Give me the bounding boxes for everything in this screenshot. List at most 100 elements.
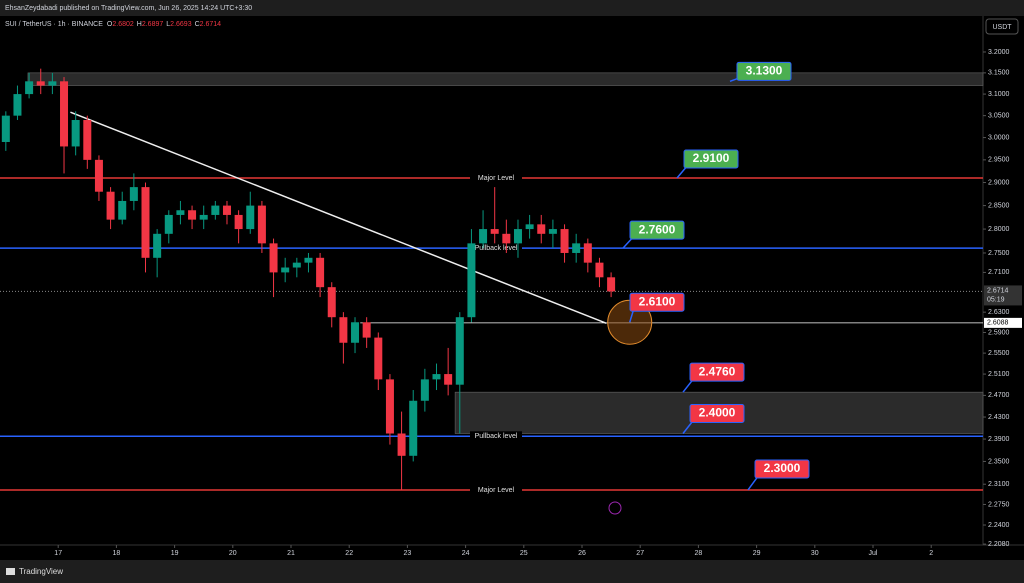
x-tick-label: Jul — [869, 550, 878, 557]
y-tick-label: 3.2000 — [988, 49, 1010, 56]
level-text-bg — [470, 431, 522, 442]
y-tick-label: 2.9500 — [988, 157, 1010, 164]
y-tick-label: 2.6300 — [988, 309, 1010, 316]
callout-label: 2.6100 — [639, 294, 676, 308]
callout-box — [629, 220, 685, 240]
candle-body — [444, 374, 453, 385]
x-tick-label: 29 — [753, 550, 761, 557]
level-text: Pullback level — [475, 245, 518, 252]
unit-button[interactable] — [985, 18, 1019, 35]
y-tick-label: 2.4300 — [988, 414, 1010, 421]
x-tick-label: 23 — [404, 550, 412, 557]
candle-body — [188, 210, 197, 220]
candle-body — [583, 243, 592, 263]
y-tick-label: 2.9000 — [988, 179, 1010, 186]
ohlc-value: 2.6693 — [170, 21, 192, 28]
candle-body — [607, 277, 616, 292]
ohlc-value: 2.6802 — [112, 21, 134, 28]
y-tick-label: 2.5500 — [988, 350, 1010, 357]
candle-body — [234, 214, 243, 230]
candle-body — [548, 229, 557, 234]
last-price-label: 2.6714 — [987, 287, 1009, 294]
x-tick-label: 28 — [695, 550, 703, 557]
level-text-bg — [470, 243, 522, 254]
callout-label: 2.4000 — [699, 406, 736, 420]
x-tick-label: 25 — [520, 550, 528, 557]
y-tick-label: 3.1000 — [988, 91, 1010, 98]
candle-body — [153, 233, 162, 258]
y-tick-label: 2.2750 — [988, 501, 1010, 508]
y-tick-label: 2.4700 — [988, 392, 1010, 399]
trendline — [70, 111, 607, 324]
plot-area: Major Level Pullback level Pullback level M… — [0, 61, 984, 495]
y-tick-label: 3.0000 — [988, 134, 1010, 141]
candle-body — [281, 267, 290, 273]
y-tick-label: 2.8000 — [988, 226, 1010, 233]
candle-body — [60, 81, 69, 147]
candle-body — [560, 229, 569, 253]
symbol: SUI / TetherUS · 1h · BINANCE — [5, 21, 103, 28]
candle-body — [432, 374, 441, 380]
publisher: EhsanZeydabadi published on TradingView.… — [5, 5, 252, 12]
logo — [6, 568, 15, 575]
y-tick-label: 2.7500 — [988, 250, 1010, 257]
candle-body — [246, 205, 255, 230]
candle-body — [48, 81, 57, 86]
brand: TradingView — [19, 567, 63, 576]
candle-body — [385, 379, 394, 434]
ohlc-label: L — [166, 21, 170, 28]
symbol-legend: SUI / TetherUS · 1h · BINANCE O2.6802 H2.6… — [5, 21, 221, 28]
marker-label: 2.6088 — [987, 320, 1009, 327]
level-text-bg — [470, 172, 522, 183]
y-tick-label: 2.2080 — [988, 541, 1010, 548]
last-price-badge — [984, 285, 1022, 306]
flash-icon[interactable] — [608, 501, 622, 515]
header-bar — [0, 0, 1024, 16]
ohlc-label: O — [107, 21, 113, 28]
callout-label: 2.9100 — [693, 151, 730, 165]
y-tick-label: 2.5900 — [988, 329, 1010, 336]
candle-body — [292, 262, 301, 268]
x-tick-label: 22 — [345, 550, 353, 557]
candle-body — [222, 205, 231, 215]
candle-body — [13, 94, 22, 116]
ohlc-value: 2.6897 — [142, 21, 164, 28]
x-tick-label: 26 — [578, 550, 586, 557]
candle-body — [397, 433, 406, 456]
candle-body — [362, 322, 371, 338]
x-tick-label: 24 — [462, 550, 470, 557]
candle-body — [537, 224, 546, 234]
callout-box — [683, 149, 739, 169]
callout-box — [689, 404, 745, 424]
x-tick-label: 27 — [636, 550, 644, 557]
y-tick-label: 2.3100 — [988, 481, 1010, 488]
x-tick-label: 19 — [171, 550, 179, 557]
candle-body — [339, 317, 348, 343]
ohlc-value: 2.6714 — [200, 21, 222, 28]
candle-body — [525, 224, 534, 230]
candle-body — [211, 205, 220, 215]
candle-body — [106, 191, 115, 220]
callout-box — [689, 362, 745, 382]
y-tick-label: 2.3500 — [988, 458, 1010, 465]
candle-body — [199, 214, 208, 220]
candle-body — [1, 115, 10, 143]
candle-body — [129, 187, 138, 201]
footer-bar — [0, 560, 1024, 583]
candle-body — [257, 205, 266, 244]
y-tick-label: 2.8500 — [988, 202, 1010, 209]
candle-body — [420, 379, 429, 401]
y-tick-label: 3.1500 — [988, 70, 1010, 77]
price-unit[interactable]: USDT — [992, 24, 1012, 31]
candle-body — [304, 257, 313, 263]
y-tick-label: 2.7100 — [988, 269, 1010, 276]
callout-label: 2.3000 — [764, 461, 801, 475]
candle-body — [490, 229, 499, 234]
candle-body — [479, 229, 488, 244]
callout-box — [754, 459, 810, 479]
y-tick-label: 3.0500 — [988, 112, 1010, 119]
x-tick-label: 20 — [229, 550, 237, 557]
ohlc-label: H — [137, 21, 142, 28]
